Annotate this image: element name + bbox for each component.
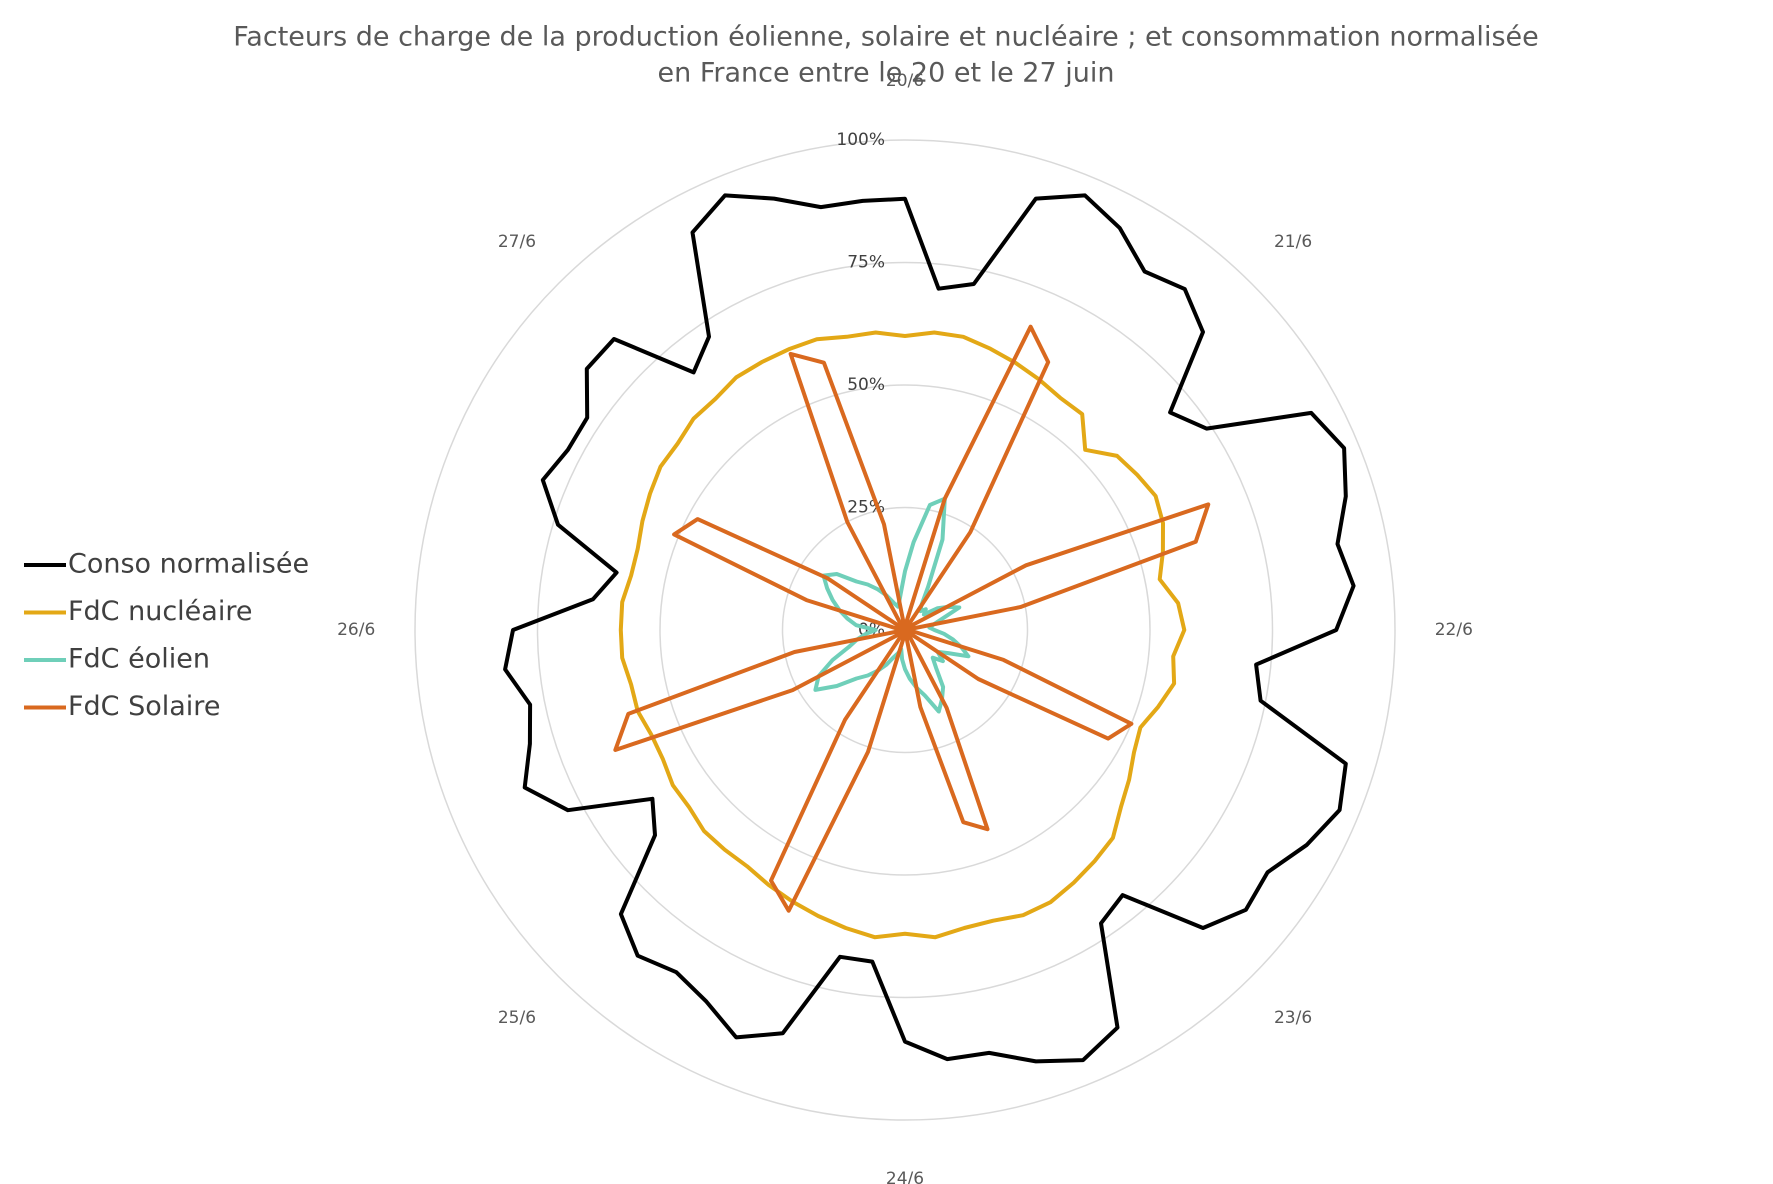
grid-circle xyxy=(414,139,1396,1121)
r-tick-label: 50% xyxy=(847,375,885,395)
series-line xyxy=(618,330,1187,940)
legend-label: Conso normalisée xyxy=(68,549,309,580)
category-label: 23/6 xyxy=(1274,1008,1312,1028)
chart-title: Facteurs de charge de la production éoli… xyxy=(233,22,1538,53)
category-label: 24/6 xyxy=(886,1169,924,1184)
legend-label: FdC éolien xyxy=(68,644,210,675)
category-label: 27/6 xyxy=(498,232,536,252)
r-tick-label: 75% xyxy=(847,253,885,273)
series-line xyxy=(503,193,1356,1064)
legend-label: FdC Solaire xyxy=(68,691,220,722)
grid-circle xyxy=(781,506,1029,754)
chart-subtitle: en France entre le 20 et le 27 juin xyxy=(658,58,1115,89)
grid-circle xyxy=(659,384,1151,876)
grid-circle xyxy=(536,261,1274,999)
category-label: 25/6 xyxy=(498,1008,536,1028)
legend-label: FdC nucléaire xyxy=(68,596,252,627)
category-label: 22/6 xyxy=(1435,620,1473,640)
series-line xyxy=(613,324,1211,913)
category-label: 26/6 xyxy=(337,620,375,640)
category-label: 21/6 xyxy=(1274,232,1312,252)
r-tick-label: 100% xyxy=(836,130,885,150)
category-label: 20/6 xyxy=(886,71,924,91)
